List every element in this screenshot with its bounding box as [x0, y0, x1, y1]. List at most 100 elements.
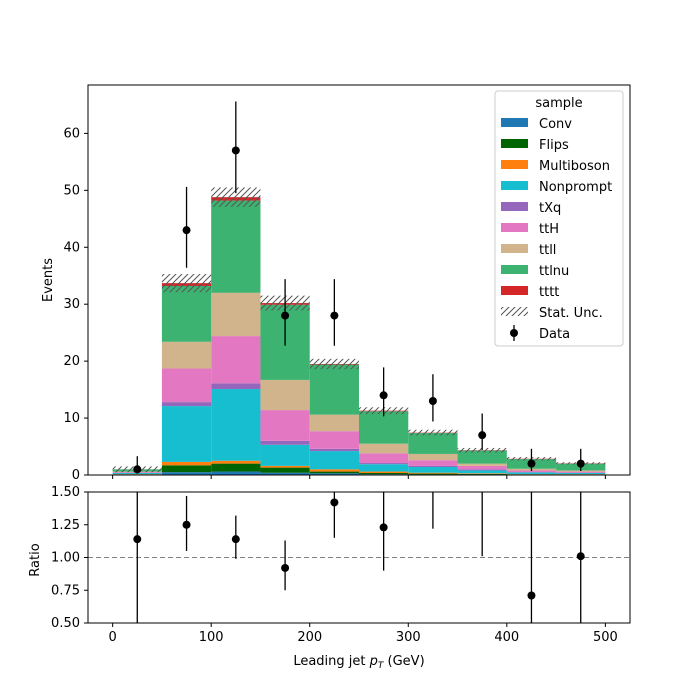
ratio-point: [379, 523, 388, 532]
bar-segment-multiboson: [260, 465, 310, 468]
bar-segment-txq: [457, 469, 507, 471]
bar-segment-txq: [161, 402, 212, 407]
data-point: [478, 431, 487, 440]
bar-segment-txq: [359, 463, 409, 465]
data-point: [281, 311, 290, 320]
stat-unc-band-segment: [309, 358, 359, 370]
ratio-y-tick-label: 0.50: [51, 616, 80, 631]
bar-segment-ttll: [359, 443, 409, 454]
data-point: [133, 465, 142, 474]
ratio-y-tick-label: 1.00: [51, 551, 80, 566]
data-point: [576, 459, 585, 468]
data-point: [428, 396, 437, 405]
bar-segment-flips: [457, 473, 507, 475]
main-panel: 0 10 20 30 40 50 60 Events: [41, 84, 631, 483]
bar-segment-multiboson: [408, 472, 458, 474]
y-tick-label: 40: [63, 240, 80, 255]
legend-swatch-tth: [501, 223, 528, 232]
ratio-point: [330, 498, 339, 507]
y-tick-label: 50: [63, 183, 80, 198]
legend-swatch-ttlnu: [501, 265, 528, 274]
legend-label-conv: Conv: [539, 117, 572, 132]
bar-segment-nonprompt: [359, 464, 409, 472]
bar-segment-flips: [309, 471, 359, 474]
main-y-axis-label: Events: [41, 258, 56, 302]
bar-segment-tth: [408, 460, 458, 466]
bar-segment-txq: [260, 440, 310, 445]
bar-segment-txq: [309, 448, 359, 452]
bar-segment-multiboson: [211, 460, 261, 464]
bar-segment-tth: [506, 470, 557, 473]
x-axis-label-sub: T: [378, 661, 385, 671]
bar-segment-flips: [359, 473, 409, 475]
y-tick-label: 10: [63, 411, 80, 426]
legend-label-stat-unc: Stat. Unc.: [539, 306, 603, 321]
stat-unc-band-segment: [211, 187, 261, 207]
ratio-x-axis: 0 100 200 300 400 500: [108, 623, 618, 645]
bar-segment-conv: [211, 471, 261, 475]
bar-segment-ttlnu: [359, 411, 409, 444]
bar-segment-nonprompt: [211, 389, 261, 461]
bar-segment-nonprompt: [408, 467, 458, 473]
bar-segment-ttlnu: [161, 285, 212, 342]
legend-swatch-txq: [501, 202, 528, 211]
x-axis-label-suffix: (GeV): [383, 654, 424, 669]
legend-label-nonprompt: Nonprompt: [539, 180, 612, 195]
ratio-y-tick-label: 1.25: [51, 518, 80, 533]
bar-segment-nonprompt: [457, 470, 507, 474]
main-plot-frame: [87, 84, 631, 476]
bar-segment-flips: [260, 467, 310, 473]
bar-segment-multiboson: [359, 471, 409, 474]
stacked-histogram: [112, 197, 606, 475]
x-axis-label-prefix: Leading jet: [293, 654, 369, 669]
bar-segment-nonprompt: [309, 451, 359, 470]
legend-swatch-conv: [501, 118, 528, 127]
bar-segment-ttlnu: [408, 432, 458, 454]
bar-segment-tth: [260, 410, 310, 441]
legend-frame: [494, 90, 624, 347]
legend-label-ttll: ttll: [539, 243, 556, 258]
legend-swatch-stat-unc: [501, 307, 528, 316]
bar-segment-multiboson: [457, 473, 507, 474]
data-point: [527, 459, 536, 468]
main-y-axis: 0 10 20 30 40 50 60: [63, 126, 88, 483]
legend-swatch-ttll: [501, 244, 528, 253]
data-points: [133, 101, 585, 474]
y-tick-label: 0: [72, 468, 80, 483]
x-tick-label: 300: [396, 630, 421, 645]
main-x-ticks: [112, 475, 606, 479]
bar-segment-ttlnu: [211, 200, 261, 293]
bar-segment-flips: [408, 473, 458, 475]
bar-segment-ttll: [457, 463, 507, 466]
bar-segment-ttll: [408, 453, 458, 461]
ratio-point: [182, 520, 191, 529]
bar-segment-txq: [408, 465, 458, 468]
legend-title: sample: [535, 96, 582, 111]
legend-swatch-flips: [501, 139, 528, 148]
bar-segment-ttll: [211, 292, 261, 337]
ratio-y-tick-label: 0.75: [51, 583, 80, 598]
data-point: [379, 391, 388, 400]
legend-label-tttt: tttt: [539, 285, 559, 300]
bar-segment-conv: [260, 472, 310, 475]
bar-segment-tth: [359, 453, 409, 464]
ratio-point: [231, 535, 240, 544]
legend-label-flips: Flips: [539, 138, 569, 153]
data-point: [182, 226, 191, 235]
bar-segment-tth: [457, 465, 507, 470]
x-tick-label: 200: [297, 630, 322, 645]
ratio-y-axis-label: Ratio: [28, 543, 43, 576]
ratio-point: [281, 563, 290, 572]
legend-label-data: Data: [539, 327, 570, 342]
legend-data-marker: [510, 329, 518, 337]
bar-segment-flips: [161, 465, 212, 473]
y-tick-label: 60: [63, 126, 80, 141]
legend: sample Conv Flips Multiboson Nonprompt tXq tt…: [494, 90, 624, 347]
x-axis-label: Leading jet pT (GeV): [293, 654, 424, 671]
stat-unc-band-segment: [161, 274, 212, 293]
legend-label-ttlnu: ttlnu: [539, 264, 569, 279]
ratio-point: [133, 535, 142, 544]
legend-items: Conv Flips Multiboson Nonprompt tXq ttH ttll tt…: [501, 117, 612, 342]
legend-label-txq: tXq: [539, 201, 561, 216]
stat-unc-band-segment: [408, 429, 458, 436]
